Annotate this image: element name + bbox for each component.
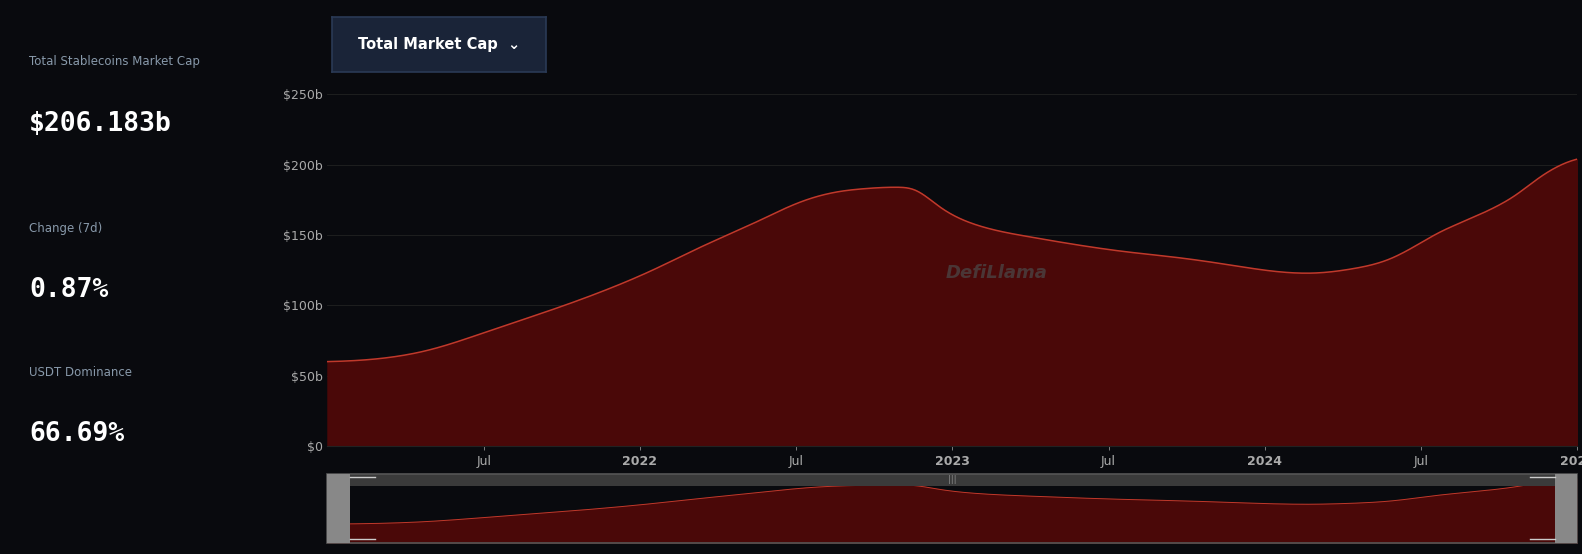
Text: DefiLlama: DefiLlama [944,264,1047,282]
Text: Total Stablecoins Market Cap: Total Stablecoins Market Cap [28,55,199,68]
Text: $206.183b: $206.183b [28,111,172,137]
Bar [327,474,1577,543]
Text: Total Market Cap  ⌄: Total Market Cap ⌄ [358,37,520,52]
Text: 0.87%: 0.87% [28,277,109,303]
Text: USDT Dominance: USDT Dominance [28,366,133,378]
Text: |||: ||| [948,475,957,484]
Bar [327,474,1577,486]
Bar [1555,474,1577,543]
Bar [327,474,350,543]
Text: Change (7d): Change (7d) [28,222,103,234]
Text: 66.69%: 66.69% [28,421,125,447]
